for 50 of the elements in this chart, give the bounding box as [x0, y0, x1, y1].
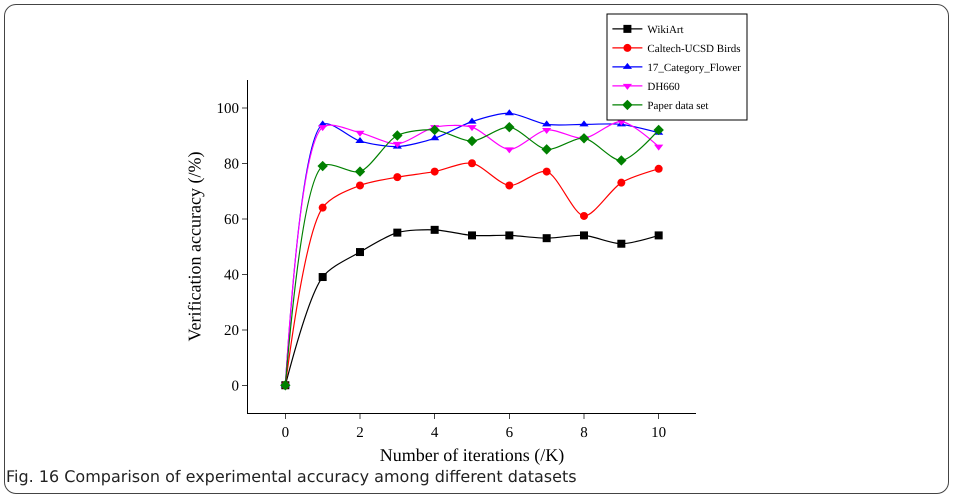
point: [616, 155, 627, 166]
point: [393, 228, 402, 237]
legend-label: 17_Category_Flower: [647, 62, 742, 74]
point: [430, 226, 439, 234]
point: [468, 231, 476, 240]
x-tick-label: 2: [356, 425, 364, 441]
point: [542, 168, 551, 176]
caption: Fig. 16 Comparison of experimental accuracy among different datasets: [6, 467, 577, 486]
y-tick-label: 60: [224, 212, 239, 228]
point: [318, 204, 327, 212]
x-tick-label: 10: [651, 425, 666, 441]
point: [356, 181, 364, 190]
point: [505, 181, 514, 190]
point: [466, 136, 478, 146]
point: [653, 124, 664, 136]
point: [505, 231, 514, 240]
y-tick-label: 100: [216, 101, 239, 117]
point: [580, 212, 588, 220]
legend-label: Paper data set: [647, 100, 708, 112]
point: [617, 178, 626, 187]
legend-label: DH660: [647, 81, 680, 94]
y-tick-label: 80: [224, 156, 239, 172]
point: [617, 240, 626, 248]
legend-label: Caltech-UCSD Birds: [647, 43, 741, 56]
point: [654, 231, 663, 240]
point: [580, 231, 588, 240]
x-tick-label: 0: [282, 425, 290, 441]
y-axis-title: Verification accuracy (/%): [184, 152, 205, 342]
point: [541, 144, 552, 155]
point: [318, 273, 327, 282]
point: [578, 133, 590, 144]
x-tick-label: 4: [430, 425, 439, 441]
point: [392, 130, 403, 141]
y-tick-label: 20: [224, 323, 239, 339]
point: [317, 160, 328, 172]
point: [354, 166, 366, 177]
legend-label: WikiArt: [647, 24, 684, 36]
x-tick-label: 8: [580, 425, 588, 441]
y-tick-label: 40: [224, 268, 239, 284]
point: [393, 173, 402, 182]
point: [356, 248, 364, 256]
point: [542, 234, 551, 242]
point: [468, 159, 476, 168]
x-axis-title: Number of iterations (/K): [380, 445, 564, 466]
point: [654, 164, 663, 173]
point: [430, 168, 439, 176]
x-tick-label: 6: [506, 425, 514, 441]
point: [504, 122, 515, 132]
y-tick-label: 0: [232, 378, 239, 394]
point: [429, 124, 440, 136]
